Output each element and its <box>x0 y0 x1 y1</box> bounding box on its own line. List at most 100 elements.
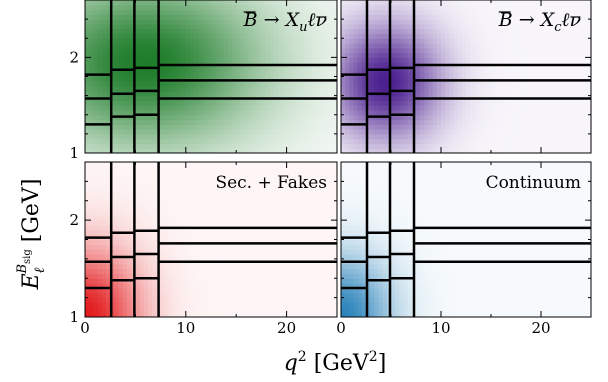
heatmap-cell <box>432 105 438 111</box>
heatmap-cell <box>232 86 237 92</box>
heatmap-cell <box>403 47 409 54</box>
heatmap-cell <box>307 124 313 130</box>
heatmap-cell <box>106 268 111 274</box>
heatmap-cell <box>361 4 367 11</box>
heatmap-cell <box>428 90 434 97</box>
heatmap-cell <box>541 23 546 30</box>
heatmap-cell <box>453 109 459 116</box>
heatmap-cell <box>177 171 183 178</box>
heatmap-cell <box>520 9 525 15</box>
heatmap-cell <box>215 23 220 30</box>
heatmap-cell <box>185 292 191 299</box>
heatmap-cell <box>177 0 183 6</box>
heatmap-cell <box>110 224 115 231</box>
heatmap-cell <box>244 0 250 6</box>
heatmap-cell <box>211 200 216 207</box>
heatmap-cell <box>202 86 208 92</box>
heatmap-cell <box>106 312 111 317</box>
heatmap-cell <box>299 90 304 97</box>
heatmap-cell <box>566 105 571 111</box>
heatmap-cell <box>118 287 124 294</box>
heatmap-cell <box>466 105 471 111</box>
heatmap-cell <box>93 171 99 178</box>
heatmap-cell <box>391 148 396 153</box>
heatmap-cell <box>361 124 367 130</box>
heatmap-cell <box>341 52 346 58</box>
heatmap-cell <box>345 4 350 11</box>
heatmap-cell <box>361 100 367 106</box>
heatmap-cell <box>307 143 313 149</box>
heatmap-cell <box>457 0 463 6</box>
heatmap-cell <box>127 283 132 289</box>
heatmap-cell <box>194 181 199 187</box>
heatmap-cell <box>114 4 120 11</box>
heatmap-cell <box>206 273 212 279</box>
heatmap-cell <box>261 114 267 121</box>
heatmap-cell <box>198 191 204 197</box>
heatmap-cell <box>299 0 304 6</box>
heatmap-cell <box>341 19 346 25</box>
heatmap-cell <box>177 66 183 73</box>
heatmap-cell <box>445 81 450 87</box>
heatmap-cell <box>282 100 288 106</box>
heatmap-cell <box>236 138 241 145</box>
heatmap-cell <box>139 4 145 11</box>
heatmap-cell <box>445 23 450 30</box>
heatmap-cell <box>432 133 438 140</box>
heatmap-cell <box>307 57 313 63</box>
heatmap-cell <box>139 278 145 284</box>
heatmap-cell <box>549 4 555 11</box>
heatmap-cell <box>586 143 591 149</box>
heatmap-cell <box>328 0 334 6</box>
heatmap-cell <box>206 312 212 317</box>
heatmap-cell <box>148 205 153 212</box>
heatmap-cell <box>89 57 94 63</box>
heatmap-cell <box>366 148 371 153</box>
heatmap-cell <box>320 43 325 49</box>
heatmap-cell <box>407 62 413 68</box>
heatmap-cell <box>495 105 500 111</box>
heatmap-cell <box>420 38 425 44</box>
heatmap-cell <box>101 23 107 30</box>
heatmap-cell <box>110 244 115 250</box>
heatmap-cell <box>507 114 513 121</box>
heatmap-cell <box>198 23 204 30</box>
heatmap-cell <box>424 114 430 121</box>
heatmap-cell <box>110 171 115 178</box>
heatmap-cell <box>114 287 120 294</box>
heatmap-cell <box>416 47 421 54</box>
heatmap-cell <box>324 43 330 49</box>
heatmap-cell <box>135 312 141 317</box>
heatmap-cell <box>511 9 517 15</box>
heatmap-cell <box>570 109 575 116</box>
heatmap-cell <box>561 57 567 63</box>
heatmap-cell <box>269 86 275 92</box>
heatmap-cell <box>582 19 588 25</box>
heatmap-cell <box>93 229 99 236</box>
heatmap-cell <box>582 148 588 153</box>
heatmap-cell <box>353 124 359 130</box>
heatmap-cell <box>190 23 195 30</box>
heatmap-cell <box>135 205 141 212</box>
heatmap-cell <box>135 220 141 226</box>
heatmap-cell <box>114 124 120 130</box>
heatmap-cell <box>570 90 575 97</box>
heatmap-cell <box>211 133 216 140</box>
heatmap-cell <box>436 47 442 54</box>
heatmap-cell <box>198 292 204 299</box>
heatmap-cell <box>391 66 396 73</box>
heatmap-cell <box>160 302 166 308</box>
heatmap-cell <box>391 76 396 82</box>
heatmap-cell <box>206 229 212 236</box>
heatmap-cell <box>445 4 450 11</box>
heatmap-cell <box>536 109 542 116</box>
heatmap-cell <box>110 292 115 299</box>
heatmap-cell <box>299 133 304 140</box>
heatmap-cell <box>265 57 271 63</box>
heatmap-cell <box>282 33 288 39</box>
heatmap-cell <box>114 186 120 192</box>
heatmap-cell <box>545 138 550 145</box>
heatmap-cell <box>320 23 325 30</box>
heatmap-cell <box>482 129 488 135</box>
heatmap-cell <box>152 239 157 245</box>
